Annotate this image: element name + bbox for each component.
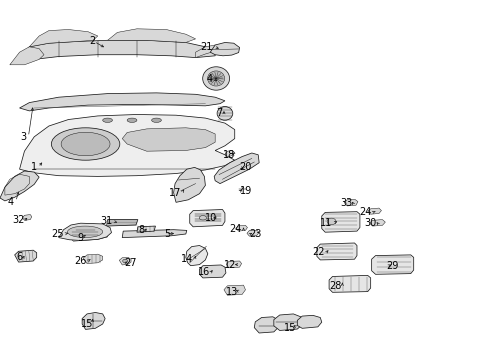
Text: 23: 23 bbox=[249, 229, 261, 239]
Text: 28: 28 bbox=[328, 281, 341, 291]
Text: 9: 9 bbox=[77, 233, 83, 243]
Ellipse shape bbox=[151, 118, 161, 122]
Polygon shape bbox=[235, 225, 247, 231]
Polygon shape bbox=[214, 153, 259, 184]
Polygon shape bbox=[119, 257, 131, 265]
Text: 1: 1 bbox=[30, 162, 37, 172]
Polygon shape bbox=[254, 317, 278, 333]
Text: 21: 21 bbox=[200, 42, 212, 52]
Polygon shape bbox=[0, 171, 39, 201]
Text: 24: 24 bbox=[229, 224, 242, 234]
Polygon shape bbox=[195, 45, 220, 58]
Text: 11: 11 bbox=[320, 218, 332, 228]
Text: 14: 14 bbox=[181, 254, 193, 264]
Text: 25: 25 bbox=[51, 229, 63, 239]
Polygon shape bbox=[83, 254, 102, 264]
Text: 12: 12 bbox=[224, 260, 236, 270]
Ellipse shape bbox=[326, 218, 335, 225]
Ellipse shape bbox=[217, 107, 232, 120]
Polygon shape bbox=[273, 314, 302, 330]
Polygon shape bbox=[344, 199, 357, 206]
Text: 13: 13 bbox=[226, 287, 238, 297]
Text: 26: 26 bbox=[75, 256, 87, 266]
Text: 3: 3 bbox=[20, 132, 27, 142]
Polygon shape bbox=[371, 255, 413, 274]
Text: 24: 24 bbox=[359, 207, 371, 217]
Text: 19: 19 bbox=[239, 186, 251, 196]
Polygon shape bbox=[224, 150, 234, 157]
Polygon shape bbox=[122, 230, 186, 238]
Polygon shape bbox=[173, 167, 205, 202]
Text: 31: 31 bbox=[100, 216, 112, 226]
Polygon shape bbox=[68, 230, 108, 241]
Ellipse shape bbox=[207, 71, 224, 86]
Text: 6: 6 bbox=[16, 252, 22, 262]
Text: 5: 5 bbox=[163, 229, 170, 239]
Text: 30: 30 bbox=[364, 218, 376, 228]
Polygon shape bbox=[328, 275, 370, 292]
Polygon shape bbox=[137, 226, 155, 232]
Ellipse shape bbox=[61, 132, 110, 156]
Text: 7: 7 bbox=[216, 108, 222, 118]
Polygon shape bbox=[82, 312, 105, 329]
Polygon shape bbox=[199, 265, 225, 278]
Text: 8: 8 bbox=[138, 225, 144, 235]
Text: 16: 16 bbox=[198, 267, 210, 277]
Text: 17: 17 bbox=[168, 188, 181, 198]
Text: 18: 18 bbox=[222, 150, 234, 160]
Polygon shape bbox=[297, 315, 321, 328]
Polygon shape bbox=[189, 210, 224, 227]
Polygon shape bbox=[20, 114, 234, 176]
Text: 10: 10 bbox=[205, 213, 217, 223]
Ellipse shape bbox=[67, 226, 102, 238]
Text: 27: 27 bbox=[124, 258, 137, 268]
Polygon shape bbox=[367, 208, 381, 214]
Ellipse shape bbox=[102, 118, 112, 122]
Polygon shape bbox=[59, 223, 111, 240]
Polygon shape bbox=[226, 261, 241, 268]
Polygon shape bbox=[316, 243, 356, 260]
Text: 29: 29 bbox=[386, 261, 398, 271]
Text: 2: 2 bbox=[89, 36, 95, 46]
Polygon shape bbox=[29, 30, 98, 47]
Polygon shape bbox=[15, 250, 37, 262]
Ellipse shape bbox=[127, 118, 137, 122]
Text: 15: 15 bbox=[283, 323, 295, 333]
Text: 4: 4 bbox=[7, 197, 14, 207]
Text: 22: 22 bbox=[312, 247, 325, 257]
Polygon shape bbox=[20, 40, 215, 63]
Text: 15: 15 bbox=[81, 319, 93, 329]
Polygon shape bbox=[185, 246, 207, 266]
Text: 33: 33 bbox=[339, 198, 351, 208]
Ellipse shape bbox=[51, 128, 120, 160]
Text: 32: 32 bbox=[12, 215, 24, 225]
Polygon shape bbox=[369, 220, 385, 226]
Polygon shape bbox=[122, 128, 215, 151]
Polygon shape bbox=[106, 220, 138, 226]
Polygon shape bbox=[22, 215, 32, 220]
Text: 20: 20 bbox=[239, 162, 251, 172]
Ellipse shape bbox=[199, 216, 206, 220]
Text: 4: 4 bbox=[206, 74, 212, 84]
Polygon shape bbox=[210, 42, 239, 56]
Polygon shape bbox=[321, 212, 359, 232]
Polygon shape bbox=[224, 285, 245, 295]
Ellipse shape bbox=[122, 259, 127, 263]
Polygon shape bbox=[10, 47, 44, 65]
Polygon shape bbox=[107, 29, 195, 42]
Polygon shape bbox=[20, 93, 224, 111]
Ellipse shape bbox=[203, 67, 229, 90]
Polygon shape bbox=[246, 230, 259, 236]
